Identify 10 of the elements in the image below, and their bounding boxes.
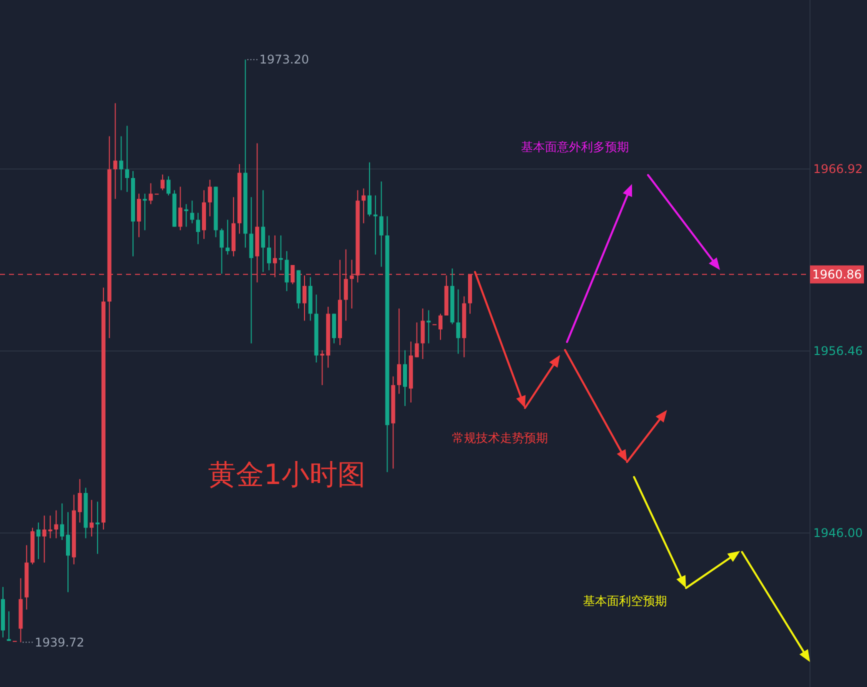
ref-line-label: 1960.86 [812,267,862,282]
y-tick-label: 1956.46 [813,344,863,358]
annotation: 基本面利空预期 [583,594,667,608]
annotation: 常规技术走势预期 [452,431,548,445]
y-tick-label: 1966.92 [813,162,863,176]
text: 黄金1小时图 [208,458,366,491]
annotation: 基本面意外利多预期 [521,140,629,154]
annotation: 1973.20 [259,52,309,67]
y-tick-label: 1946.00 [813,526,863,540]
annotation: 1939.72 [34,635,84,650]
